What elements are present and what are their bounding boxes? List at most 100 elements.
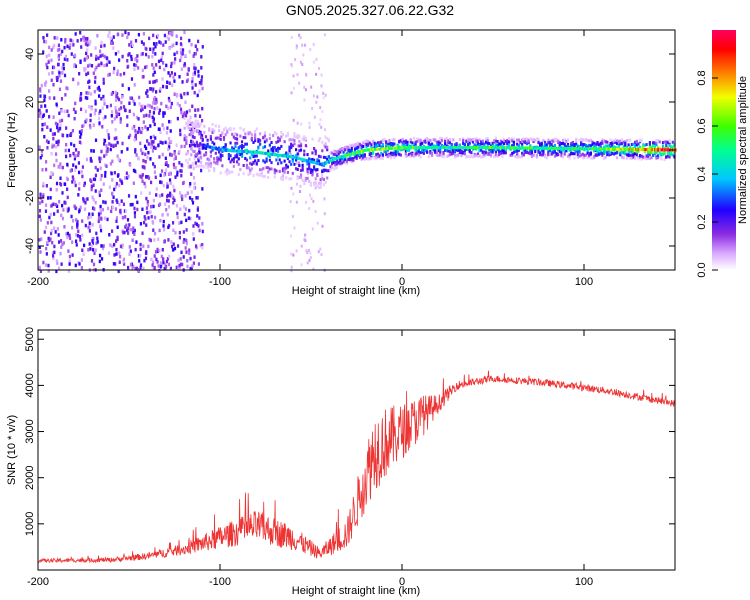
spectrogram-cell xyxy=(150,214,153,219)
spectrogram-cell xyxy=(652,153,655,157)
spectrogram-cell xyxy=(298,81,301,85)
spectrogram-cell xyxy=(178,161,181,165)
spectrogram-cell xyxy=(181,51,184,56)
spectrogram-cell xyxy=(579,153,583,157)
spectrogram-cell xyxy=(619,139,622,143)
spectrogram-cell xyxy=(273,131,276,135)
spectrogram-cell xyxy=(155,90,158,94)
spectrogram-cell xyxy=(484,140,488,144)
spectrogram-cell xyxy=(408,148,411,152)
spectrogram-cell xyxy=(40,153,44,158)
spectrogram-cell xyxy=(217,124,221,128)
spectrogram-cell xyxy=(183,30,186,35)
spectrogram-cell xyxy=(258,173,262,177)
spectrogram-ridge-cell xyxy=(203,144,206,148)
spectrogram-cell xyxy=(47,89,51,93)
spectrogram-cell xyxy=(43,94,46,98)
spectrogram-ridge-cell xyxy=(283,154,286,158)
spectrogram-ridge-cell xyxy=(640,148,643,152)
spectrogram-cell xyxy=(295,249,298,253)
spectrogram-ridge-cell xyxy=(503,146,506,150)
spectrogram-cell xyxy=(79,107,83,112)
spectrogram-cell xyxy=(161,213,164,217)
spectrogram-cell xyxy=(322,164,326,168)
spectrogram-cell xyxy=(155,63,158,67)
spectrogram-cell xyxy=(599,145,602,149)
spectrogram-ridge-cell xyxy=(242,149,245,153)
spectrogram-cell xyxy=(116,225,119,230)
spectrogram-cell xyxy=(71,219,75,223)
spectrogram-cell xyxy=(128,245,131,249)
spectrogram-cell xyxy=(614,140,617,144)
spectrogram-cell xyxy=(403,141,406,145)
spectrogram-ridge-cell xyxy=(403,146,406,150)
spectrogram-ridge-cell xyxy=(418,146,421,150)
spectrogram-cell xyxy=(540,149,543,153)
spectrogram-ridge-cell xyxy=(464,146,467,150)
spectrogram-cell xyxy=(149,124,152,128)
spectrogram-cell xyxy=(481,142,484,146)
spectrogram-cell xyxy=(478,143,481,147)
spectrogram-cell xyxy=(200,168,203,173)
spectrogram-cell xyxy=(178,74,181,79)
spectrogram-cell xyxy=(101,53,104,58)
spectrogram-cell xyxy=(185,228,188,232)
spectrogram-cell xyxy=(265,166,268,170)
spectrogram-cell xyxy=(42,260,45,265)
spectrogram-cell xyxy=(39,218,42,222)
spectrogram-cell xyxy=(281,178,285,182)
spectrogram-cell xyxy=(268,167,271,171)
spectrogram-cell xyxy=(181,114,184,119)
spectrogram-cell xyxy=(285,134,288,138)
spectrogram-cell xyxy=(480,142,483,146)
spectrogram-cell xyxy=(144,52,148,57)
spectrogram-cell xyxy=(345,161,348,165)
spectrogram-cell xyxy=(74,64,77,69)
spectrogram-cell xyxy=(158,108,162,113)
spectrogram-cell xyxy=(64,148,67,153)
spectrogram-cell xyxy=(158,194,161,198)
spectrogram-cell xyxy=(298,33,301,37)
spectrogram-cell xyxy=(64,38,67,42)
spectrogram-cell xyxy=(151,89,154,93)
spectrogram-cell xyxy=(53,132,56,136)
spectrogram-cell xyxy=(126,218,130,222)
spectrogram-ridge-cell xyxy=(527,146,531,150)
spectrogram-cell xyxy=(594,142,597,146)
spectrogram-cell xyxy=(548,141,552,145)
spectrogram-cell xyxy=(473,143,476,147)
spectrogram-cell xyxy=(262,167,265,171)
spectrogram-cell xyxy=(486,137,489,141)
spectrogram-cell xyxy=(460,149,463,153)
spectrogram-cell xyxy=(150,140,153,144)
spectrogram-cell xyxy=(262,146,265,150)
spectrogram-cell xyxy=(155,100,158,104)
spectrogram-cell xyxy=(342,157,345,161)
spectrogram-cell xyxy=(319,181,322,185)
spectrogram-cell xyxy=(155,97,158,102)
spectrogram-cell xyxy=(265,159,268,163)
spectrogram-cell xyxy=(188,119,191,123)
spectrogram-cell xyxy=(197,39,200,44)
spectrogram-ridge-cell xyxy=(508,146,512,150)
spectrogram-cell xyxy=(209,161,213,165)
spectrogram-cell xyxy=(167,225,170,230)
spectrogram-ridge-cell xyxy=(487,146,490,150)
spectrogram-cell xyxy=(673,154,676,158)
spectrogram-cell xyxy=(140,108,143,113)
spectrogram-cell xyxy=(324,93,327,97)
spectrogram-ridge-cell xyxy=(297,156,300,160)
spectrogram-cell xyxy=(85,118,88,122)
spectrogram-ridge-cell xyxy=(261,151,264,155)
spectrogram-cell xyxy=(129,163,132,167)
spectrogram-cell xyxy=(182,255,185,259)
spectrogram-ridge-cell xyxy=(614,147,617,151)
spectrogram-cell xyxy=(234,155,237,159)
spectrogram-cell xyxy=(437,149,440,153)
spectrogram-cell xyxy=(386,153,389,157)
spectrogram-cell xyxy=(144,256,148,261)
spectrogram-cell xyxy=(326,148,329,152)
spectrogram-cell xyxy=(481,150,484,154)
spectrogram-cell xyxy=(73,143,76,148)
spectrogram-cell xyxy=(145,196,148,201)
